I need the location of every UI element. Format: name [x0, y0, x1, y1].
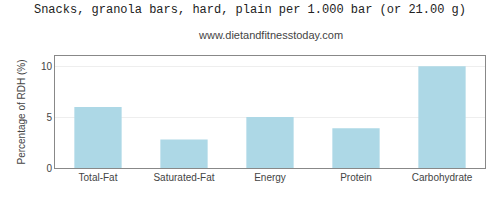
svg-text:0: 0: [46, 163, 52, 174]
svg-text:Snacks, granola bars, hard, pl: Snacks, granola bars, hard, plain per 1.…: [34, 3, 466, 17]
svg-text:Protein: Protein: [340, 172, 372, 183]
svg-text:Carbohydrate: Carbohydrate: [412, 172, 473, 183]
svg-text:Total-Fat: Total-Fat: [79, 172, 118, 183]
svg-text:5: 5: [46, 112, 52, 123]
svg-text:Energy: Energy: [254, 172, 286, 183]
svg-text:Percentage of RDH (%): Percentage of RDH (%): [16, 59, 27, 164]
svg-text:10: 10: [41, 61, 53, 72]
svg-text:Saturated-Fat: Saturated-Fat: [153, 172, 214, 183]
svg-text:www.dietandfitnesstoday.com: www.dietandfitnesstoday.com: [198, 29, 343, 41]
